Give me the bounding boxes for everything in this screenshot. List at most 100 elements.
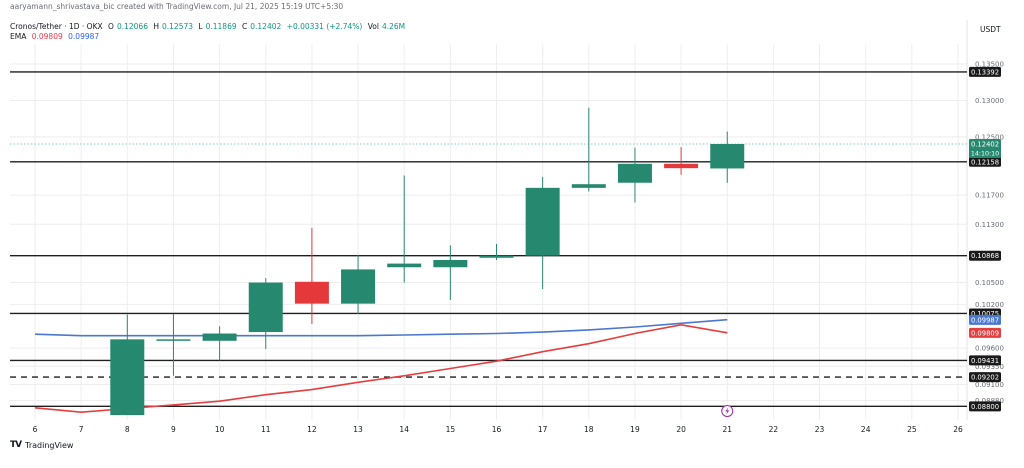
x-tick-label: 12 xyxy=(307,425,317,434)
x-tick-label: 11 xyxy=(261,425,271,434)
candle-body xyxy=(571,184,606,188)
price-badges: 0.13392 0.12158 0.10868 0.10075 0.09431 0.092… xyxy=(969,66,1001,412)
candle-body xyxy=(248,282,283,333)
y-tick-label: 0.09600 xyxy=(975,345,1004,353)
y-tick-label: 0.09100 xyxy=(975,381,1004,389)
x-tick-label: 9 xyxy=(171,425,176,434)
last-price-badge-bg xyxy=(969,138,1001,158)
candle-body xyxy=(202,333,237,341)
ema-badge: 0.09987 xyxy=(971,316,999,324)
tradingview-brand[interactable]: TV TradingView xyxy=(10,440,73,450)
candle-body xyxy=(156,339,191,341)
volume-value: 4.26M xyxy=(381,22,406,31)
candles xyxy=(110,107,745,416)
x-tick-label: 13 xyxy=(353,425,363,434)
ema-legend: EMA 0.09809 0.09987 xyxy=(10,32,102,41)
x-tick-label: 8 xyxy=(125,425,130,434)
x-tick-label: 14 xyxy=(399,425,409,434)
candle-body xyxy=(710,143,745,169)
level-badge-bg xyxy=(969,401,1001,412)
x-tick-label: 19 xyxy=(630,425,640,434)
ema-fast-line xyxy=(34,323,728,414)
y-tick-label: 0.12500 xyxy=(975,133,1004,141)
y-tick-label: 0.11300 xyxy=(975,221,1004,229)
ema-fast-value: 0.09809 xyxy=(31,32,63,41)
chart-credit: aaryamann_shrivastava_bic created with T… xyxy=(10,2,344,11)
ema-badge-bg xyxy=(969,314,1001,325)
time-axis[interactable]: 6 7 8 9 10 11 12 13 14 15 16 17 18 19 20 21 22 23 24 25 26 xyxy=(33,425,963,434)
symbol-name[interactable]: Cronos/Tether · 1D · OKX xyxy=(10,22,103,31)
level-badge: 0.10075 xyxy=(971,310,999,318)
x-tick-label: 7 xyxy=(79,425,84,434)
open-value: 0.12066 xyxy=(116,22,148,31)
close-value: 0.12402 xyxy=(250,22,282,31)
x-tick-label: 20 xyxy=(676,425,686,434)
level-badge: 0.12158 xyxy=(971,158,999,166)
candle-body xyxy=(341,269,376,304)
currency-unit-label[interactable]: USDT xyxy=(980,25,1001,34)
close-label: C xyxy=(242,22,248,31)
x-tick-label: 24 xyxy=(861,425,871,434)
level-badge-bg xyxy=(969,156,1001,167)
level-badge: 0.13392 xyxy=(971,68,999,76)
high-label: H xyxy=(153,22,159,31)
level-badge: 0.08800 xyxy=(971,403,999,411)
candle-body xyxy=(433,259,468,268)
ema-label[interactable]: EMA xyxy=(10,32,27,41)
y-tick-label: 0.08880 xyxy=(975,397,1004,405)
x-tick-label: 10 xyxy=(215,425,225,434)
candle-body xyxy=(617,163,652,183)
candle-body xyxy=(525,187,560,256)
x-tick-label: 15 xyxy=(446,425,456,434)
horizontal-levels xyxy=(10,71,967,408)
ema-badge-bg xyxy=(969,327,1001,338)
candle-body xyxy=(664,163,699,169)
candle-body xyxy=(479,255,514,258)
x-tick-label: 6 xyxy=(33,425,38,434)
x-tick-label: 21 xyxy=(722,425,732,434)
candle-body xyxy=(294,281,329,304)
y-tick-label: 0.10500 xyxy=(975,279,1004,287)
tradingview-logo-icon: TV xyxy=(10,440,22,450)
y-tick-label: 0.09350 xyxy=(975,363,1004,371)
level-badge: 0.09431 xyxy=(971,357,999,365)
x-tick-label: 16 xyxy=(492,425,502,434)
low-label: L xyxy=(198,22,203,31)
level-badge-bg xyxy=(969,250,1001,261)
volume-label: Vol xyxy=(367,22,379,31)
price-axis[interactable]: 0.13500 0.13000 0.12500 0.11700 0.11300 0.105… xyxy=(975,61,1004,405)
level-badge: 0.10868 xyxy=(971,252,999,260)
x-tick-label: 26 xyxy=(953,425,963,434)
high-value: 0.12573 xyxy=(162,22,194,31)
x-tick-label: 25 xyxy=(907,425,917,434)
y-tick-label: 0.10200 xyxy=(975,301,1004,309)
ohlc-legend: Cronos/Tether · 1D · OKX O 0.12066 H 0.125… xyxy=(10,22,408,31)
low-value: 0.11869 xyxy=(205,22,237,31)
level-badge-bg xyxy=(969,372,1001,383)
level-badge: 0.09202 xyxy=(971,374,999,382)
lightning-icon xyxy=(725,407,730,415)
ema-lines xyxy=(34,318,728,414)
last-price-badge: 0.12402 xyxy=(971,140,999,148)
level-badge-bg xyxy=(969,355,1001,366)
y-tick-label: 0.13500 xyxy=(975,61,1004,69)
x-tick-label: 23 xyxy=(815,425,825,434)
y-tick-label: 0.11700 xyxy=(975,192,1004,200)
grid xyxy=(10,20,968,420)
event-marker[interactable] xyxy=(721,405,734,417)
ema-slow-value: 0.09987 xyxy=(68,32,100,41)
countdown-badge: 14:10:10 xyxy=(971,150,999,157)
brand-name: TradingView xyxy=(25,440,74,450)
x-tick-label: 17 xyxy=(538,425,548,434)
candle-body xyxy=(110,339,145,416)
x-tick-label: 18 xyxy=(584,425,594,434)
change-value: +0.00331 (+2.74%) xyxy=(286,22,363,31)
candle-body xyxy=(387,263,422,268)
y-tick-label: 0.13000 xyxy=(975,97,1004,105)
x-tick-label: 22 xyxy=(769,425,779,434)
level-badge-bg xyxy=(969,66,1001,77)
ema-badge: 0.09809 xyxy=(971,329,999,337)
open-label: O xyxy=(108,22,114,31)
ema-slow-line xyxy=(34,318,728,337)
